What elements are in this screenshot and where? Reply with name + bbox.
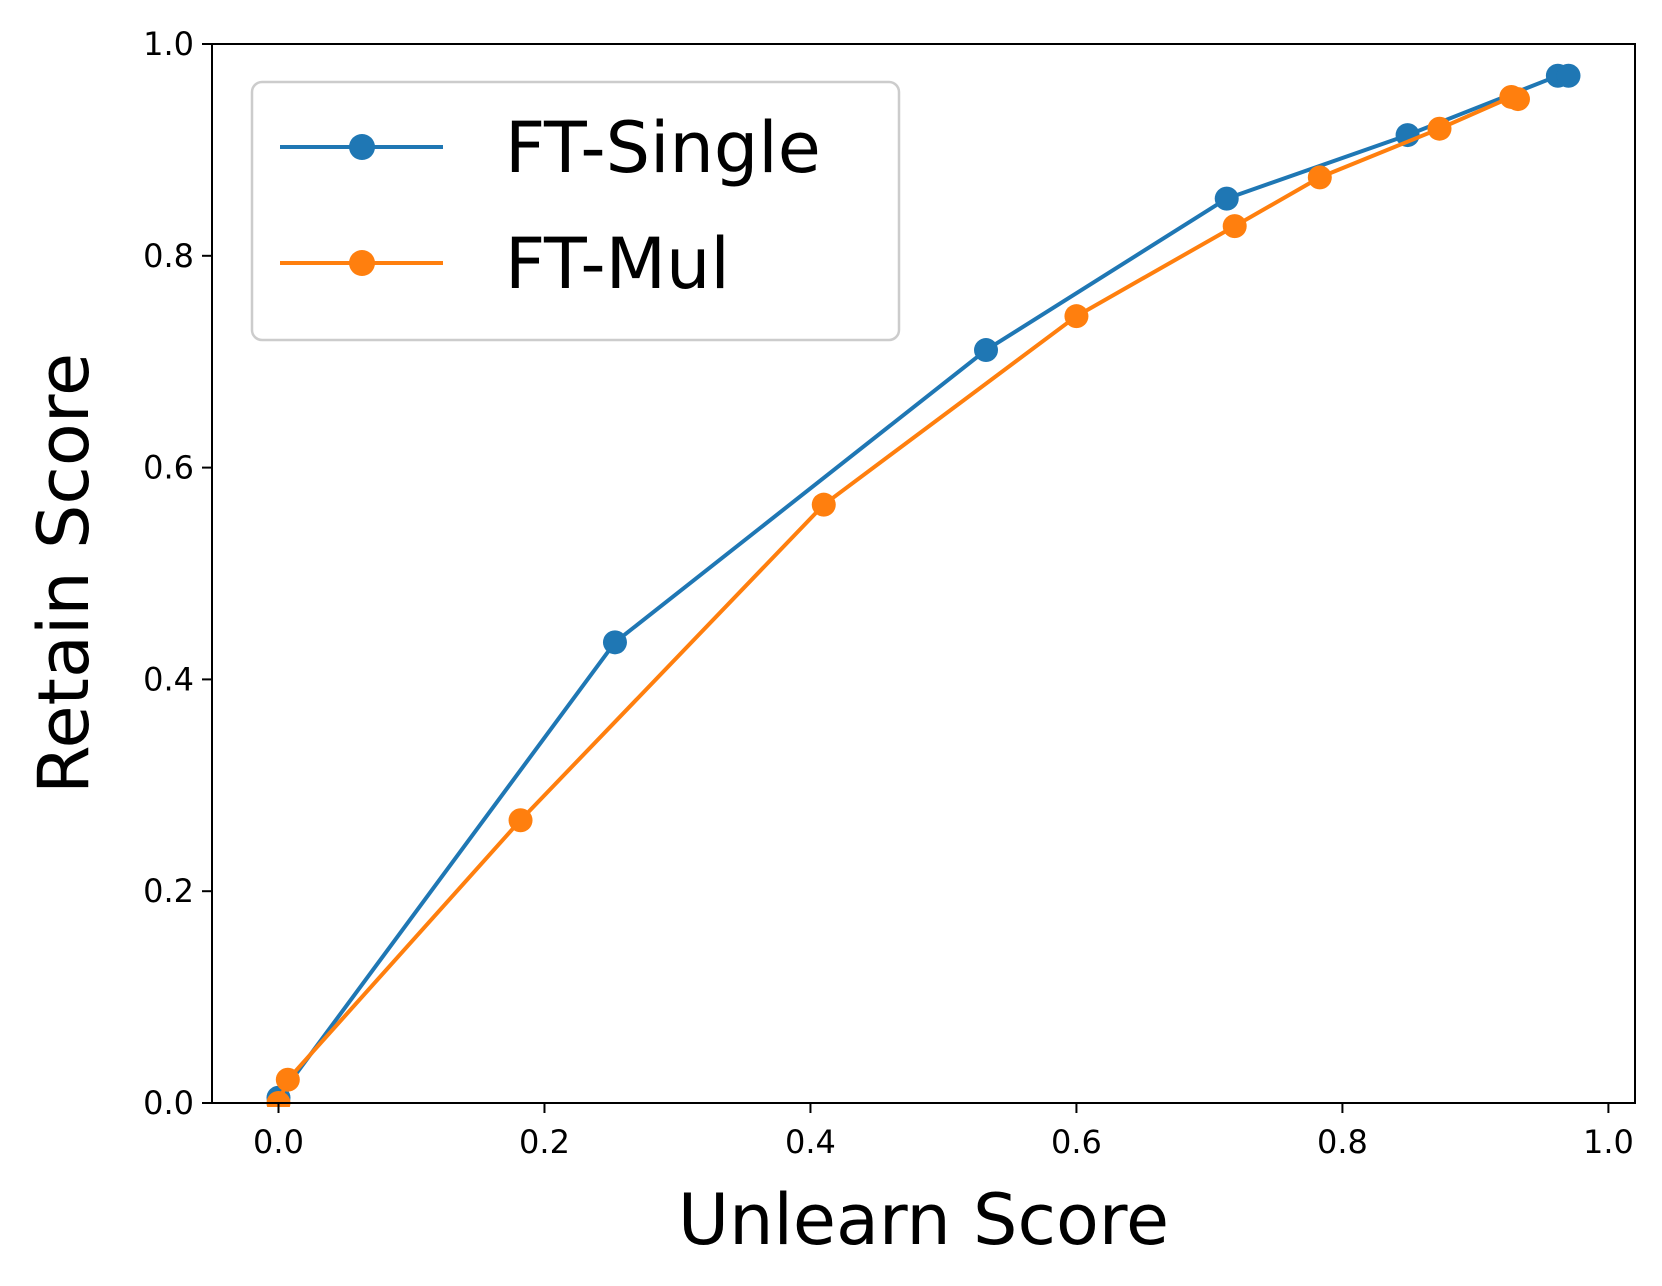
x-axis-label: Unlearn Score: [678, 1179, 1169, 1261]
legend-label: FT-Single: [505, 107, 821, 189]
legend: FT-Single FT-Mul: [250, 80, 901, 342]
y-tick-label: 1.0: [143, 25, 194, 63]
series-ft-mul: [266, 84, 1530, 1107]
data-point: [1307, 165, 1332, 190]
x-tick-label: 1.0: [1583, 1123, 1634, 1161]
legend-item: FT-Mul: [280, 223, 730, 305]
data-point: [1214, 186, 1239, 211]
y-tick-label: 0.4: [143, 660, 194, 698]
x-tick-label: 0.2: [519, 1123, 570, 1161]
data-point: [275, 1067, 300, 1092]
legend-marker: [349, 134, 375, 160]
y-axis: 0.0 0.2 0.4 0.6 0.8 1.0: [143, 25, 212, 1122]
x-tick-label: 0.0: [253, 1123, 304, 1161]
data-point: [602, 630, 627, 655]
y-axis-label: Retain Score: [23, 353, 105, 794]
plot-area-frame: [211, 43, 1636, 1104]
data-point: [811, 492, 836, 517]
legend-marker: [349, 250, 375, 276]
y-tick-label: 0.0: [143, 1084, 194, 1122]
series-line: [276, 95, 1519, 1104]
data-point: [974, 338, 999, 363]
x-tick-label: 0.6: [1051, 1123, 1102, 1161]
data-point: [1222, 214, 1247, 239]
x-tick-label: 0.4: [785, 1123, 836, 1161]
legend-label: FT-Mul: [505, 223, 730, 305]
x-tick-label: 0.8: [1317, 1123, 1368, 1161]
x-axis: 0.0 0.2 0.4 0.6 0.8 1.0: [253, 1103, 1634, 1161]
data-point: [1556, 63, 1581, 88]
y-tick-label: 0.8: [143, 237, 194, 275]
data-point: [508, 808, 533, 833]
y-tick-label: 0.6: [143, 449, 194, 487]
y-tick-label: 0.2: [143, 872, 194, 910]
data-point: [1064, 304, 1089, 329]
data-point: [1427, 116, 1452, 141]
legend-item: FT-Single: [280, 107, 821, 189]
data-point: [1505, 87, 1530, 112]
